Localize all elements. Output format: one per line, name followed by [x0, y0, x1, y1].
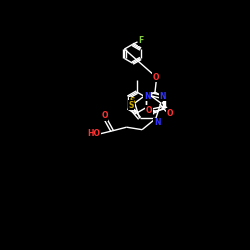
Text: HO: HO: [88, 130, 101, 138]
Text: N: N: [160, 92, 166, 100]
Text: O: O: [166, 109, 173, 118]
Text: N: N: [154, 118, 160, 128]
Text: O: O: [101, 111, 108, 120]
Text: S: S: [128, 101, 134, 110]
Text: O: O: [146, 106, 152, 115]
Text: N: N: [144, 92, 150, 100]
Text: S: S: [130, 97, 135, 106]
Text: O: O: [153, 72, 160, 82]
Text: F: F: [138, 36, 144, 45]
